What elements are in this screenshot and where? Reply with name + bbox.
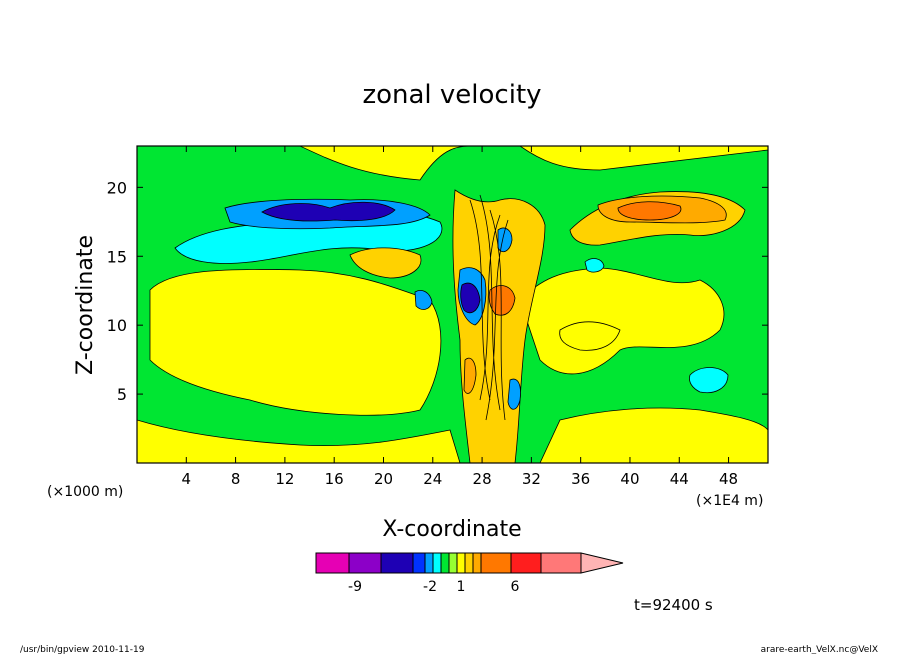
x-tick-label: 48: [719, 470, 738, 488]
x-tick-label: 12: [275, 470, 294, 488]
colorbar-cell: [432, 552, 442, 574]
time-label: t=92400 s: [634, 596, 713, 614]
x-tick-label: 44: [670, 470, 689, 488]
x-tick-label: 28: [473, 470, 492, 488]
colorbar-cell: [456, 552, 466, 574]
chart-title: zonal velocity: [362, 80, 541, 110]
colorbar-cell: [315, 552, 350, 574]
colorbar-labels: -9 -2 1 6: [348, 579, 520, 595]
x-tick-label: 40: [620, 470, 639, 488]
colorbar-extension: [580, 552, 624, 574]
x-scale-note: (×1E4 m): [696, 493, 763, 509]
y-axis-ticks: 5 10 15 20: [107, 178, 768, 404]
contour-field: [137, 146, 768, 463]
colorbar: [315, 552, 624, 574]
colorbar-label: -2: [423, 579, 437, 595]
footer-right: arare-earth_VelX.nc@VelX: [761, 645, 878, 654]
colorbar-label: 6: [511, 579, 520, 595]
colorbar-label: -9: [348, 579, 362, 595]
x-tick-label: 32: [522, 470, 541, 488]
x-axis-ticks: 4 8 12 16 20 24 28 32 36 40 44 48: [182, 146, 738, 488]
x-tick-label: 36: [571, 470, 590, 488]
x-tick-label: 24: [423, 470, 442, 488]
colorbar-cell: [540, 552, 582, 574]
colorbar-cell: [348, 552, 382, 574]
y-tick-label: 15: [107, 247, 127, 266]
colorbar-cell: [412, 552, 426, 574]
colorbar-label: 1: [457, 579, 466, 595]
colorbar-cell: [448, 552, 458, 574]
y-axis-label: Z-coordinate: [73, 235, 98, 375]
colorbar-cell: [380, 552, 414, 574]
colorbar-cell: [472, 552, 482, 574]
x-tick-label: 8: [231, 470, 241, 488]
colorbar-cell: [440, 552, 450, 574]
x-tick-label: 16: [325, 470, 344, 488]
footer-left: /usr/bin/gpview 2010-11-19: [20, 645, 145, 654]
y-tick-label: 10: [107, 316, 127, 335]
x-tick-label: 20: [374, 470, 393, 488]
x-tick-label: 4: [182, 470, 192, 488]
x-axis-label: X-coordinate: [382, 517, 521, 542]
colorbar-cell: [510, 552, 542, 574]
colorbar-cell: [464, 552, 474, 574]
y-tick-label: 5: [117, 385, 127, 404]
colorbar-cell: [480, 552, 512, 574]
colorbar-cell: [424, 552, 434, 574]
x-unit-note: (×1000 m): [47, 484, 123, 500]
y-tick-label: 20: [107, 178, 127, 197]
